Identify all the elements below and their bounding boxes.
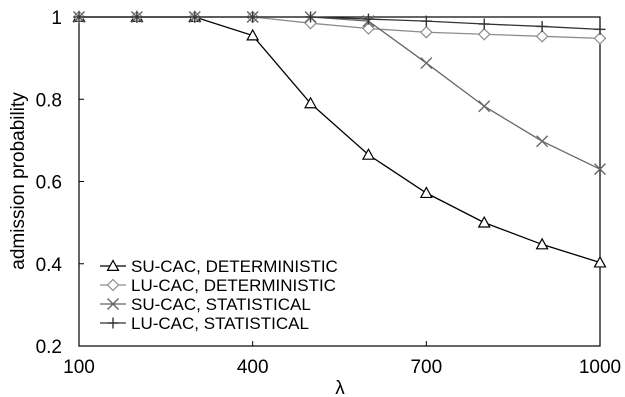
data-point-plus (247, 11, 259, 23)
data-point-plus (73, 11, 85, 23)
legend-label: LU-CAC, DETERMINISTIC (131, 276, 336, 295)
y-tick-label: 0.8 (36, 90, 62, 111)
data-point-triangle (477, 215, 491, 228)
y-tick-label: 0.4 (36, 255, 63, 276)
data-point-plus (594, 23, 606, 35)
legend-marker-triangle (106, 259, 120, 271)
x-axis-label: λ (335, 378, 345, 397)
legend-label: SU-CAC, DETERMINISTIC (131, 257, 338, 276)
axis-ticks: 100 400 700 1000 0.2 0.4 0.6 0.8 1 (36, 8, 622, 378)
legend-item: SU-CAC, DETERMINISTIC (100, 257, 338, 276)
data-point-x (478, 100, 491, 113)
series-line-plus (79, 16, 601, 30)
x-tick-label: 100 (63, 357, 95, 378)
x-tick-label: 400 (237, 357, 269, 378)
data-point-triangle (593, 255, 607, 268)
data-point-diamond (419, 25, 433, 39)
legend-marker-diamond (106, 278, 120, 292)
data-point-triangle (304, 96, 318, 109)
legend-label: LU-CAC, STATISTICAL (131, 314, 309, 333)
data-point-x (420, 57, 433, 70)
data-point-plus (189, 11, 201, 23)
legend-item: SU-CAC, STATISTICAL (100, 295, 311, 314)
series-layer (72, 10, 607, 268)
y-tick-label: 0.2 (36, 337, 62, 358)
data-point-triangle (361, 148, 375, 160)
y-tick-label: 0.6 (36, 173, 62, 194)
data-point-diamond (477, 27, 491, 41)
data-point-x (594, 163, 606, 176)
y-tick-label: 1 (51, 8, 62, 29)
data-point-plus (420, 15, 432, 27)
data-point-triangle (419, 186, 433, 199)
legend-label: SU-CAC, STATISTICAL (131, 295, 311, 314)
legend-marker-x (107, 298, 119, 310)
x-tick-label: 1000 (579, 357, 621, 378)
x-tick-label: 700 (410, 357, 442, 378)
data-point-plus (362, 13, 374, 25)
data-point-x (536, 135, 549, 148)
legend-marker-plus (107, 317, 119, 329)
data-point-plus (305, 11, 317, 23)
data-point-plus (131, 11, 143, 23)
data-point-plus (478, 18, 490, 30)
y-axis-label: admission probability (8, 92, 29, 270)
legend-item: LU-CAC, DETERMINISTIC (100, 276, 336, 295)
legend-item: LU-CAC, STATISTICAL (100, 314, 309, 333)
data-point-diamond (535, 29, 549, 43)
data-point-diamond (593, 32, 607, 45)
data-point-diamond (362, 22, 375, 35)
plot-area (78, 16, 601, 347)
data-point-triangle (246, 28, 260, 41)
data-point-triangle (535, 237, 549, 250)
data-point-plus (536, 20, 548, 32)
